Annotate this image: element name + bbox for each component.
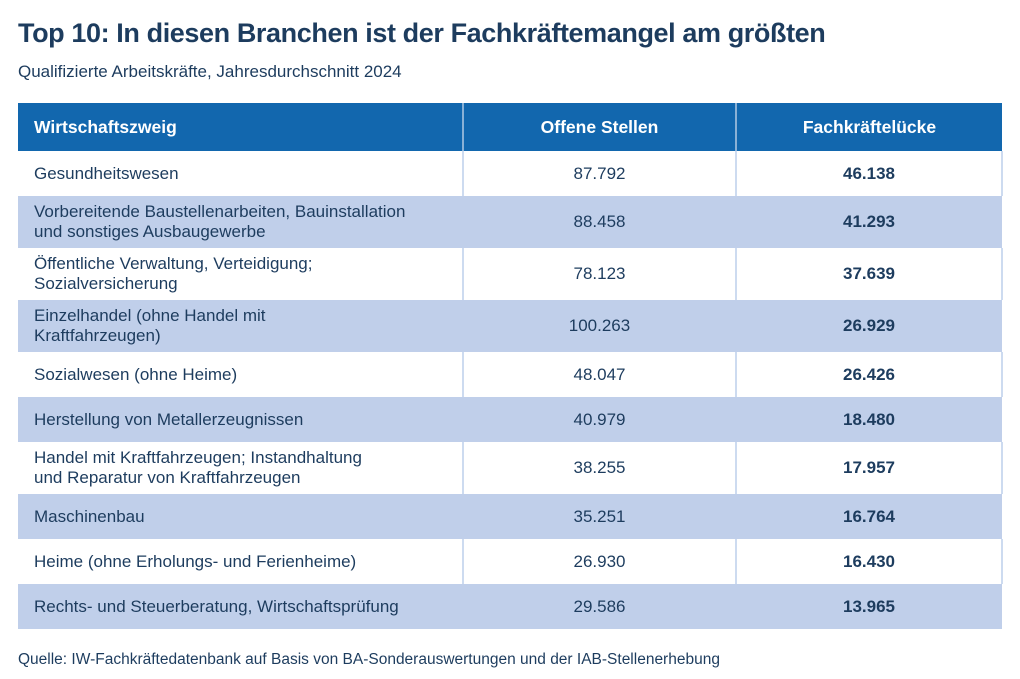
table-row: Handel mit Kraftfahrzeugen; Instandhaltu… (18, 442, 1003, 495)
table-header: Wirtschaftszweig Offene Stellen Fachkräf… (18, 103, 1002, 152)
sector-cell: Maschinenbau (34, 506, 145, 526)
shortage-table: Wirtschaftszweig Offene Stellen Fachkräf… (18, 103, 1003, 630)
sector-cell: Vorbereitende Baustellenarbeiten, Bauins… (34, 202, 406, 242)
sector-cell: Rechts- und Steuerberatung, Wirtschaftsp… (34, 596, 399, 616)
sector-cell: Heime (ohne Erholungs- und Ferienheime) (34, 551, 357, 571)
page-title: Top 10: In diesen Branchen ist der Fachk… (18, 18, 826, 48)
table-row: Einzelhandel (ohne Handel mit Kraftfahrz… (18, 300, 1002, 353)
column-header-gap: Fachkräftelücke (735, 103, 1002, 152)
open-positions-cell: 48.047 (462, 352, 736, 398)
open-positions-cell: 78.123 (462, 248, 736, 301)
column-header-sector: Wirtschaftszweig (18, 103, 463, 152)
table-row: Rechts- und Steuerberatung, Wirtschaftsp… (18, 584, 1002, 630)
column-header-open-positions: Offene Stellen (462, 103, 736, 152)
sector-cell: Herstellung von Metallerzeugnissen (34, 409, 304, 429)
header-row: Wirtschaftszweig Offene Stellen Fachkräf… (18, 103, 1002, 152)
gap-cell: 18.480 (843, 409, 895, 429)
open-positions-cell: 88.458 (573, 212, 626, 232)
open-positions-cell: 100.263 (568, 316, 631, 336)
open-positions-cell: 29.586 (573, 596, 626, 616)
gap-cell: 46.138 (735, 151, 1003, 197)
source-note: Quelle: IW-Fachkräftedatenbank auf Basis… (18, 651, 720, 669)
sector-cell: Öffentliche Verwaltung, Verteidigung; So… (34, 254, 313, 294)
table-body: Gesundheitswesen 87.792 46.138 Vorbereitend… (18, 151, 1003, 630)
open-positions-cell: 26.930 (462, 539, 736, 585)
table-row: Vorbereitende Baustellenarbeiten, Bauins… (18, 196, 1002, 249)
sector-cell: Sozialwesen (ohne Heime) (34, 364, 238, 384)
open-positions-cell: 87.792 (462, 151, 736, 197)
table-row: Maschinenbau 35.251 16.764 (18, 494, 1002, 540)
sector-cell: Gesundheitswesen (34, 163, 179, 183)
gap-cell: 16.430 (735, 539, 1003, 585)
gap-cell: 17.957 (735, 442, 1003, 495)
table-row: Heime (ohne Erholungs- und Ferienheime) 2… (18, 539, 1003, 585)
table-row: Herstellung von Metallerzeugnissen 40.979… (18, 397, 1002, 443)
table-row: Gesundheitswesen 87.792 46.138 (18, 151, 1003, 197)
open-positions-cell: 40.979 (573, 409, 626, 429)
gap-cell: 13.965 (843, 596, 895, 616)
gap-cell: 41.293 (843, 212, 895, 232)
sector-cell: Handel mit Kraftfahrzeugen; Instandhaltu… (34, 448, 362, 488)
gap-cell: 26.426 (735, 352, 1003, 398)
gap-cell: 16.764 (843, 506, 895, 526)
gap-cell: 37.639 (735, 248, 1003, 301)
open-positions-cell: 35.251 (573, 506, 626, 526)
gap-cell: 26.929 (843, 316, 895, 336)
table-row: Öffentliche Verwaltung, Verteidigung; So… (18, 248, 1003, 301)
open-positions-cell: 38.255 (462, 442, 736, 495)
page-subtitle: Qualifizierte Arbeitskräfte, Jahresdurch… (18, 62, 402, 82)
sector-cell: Einzelhandel (ohne Handel mit Kraftfahrz… (34, 306, 266, 346)
table-row: Sozialwesen (ohne Heime) 48.047 26.426 (18, 352, 1003, 398)
